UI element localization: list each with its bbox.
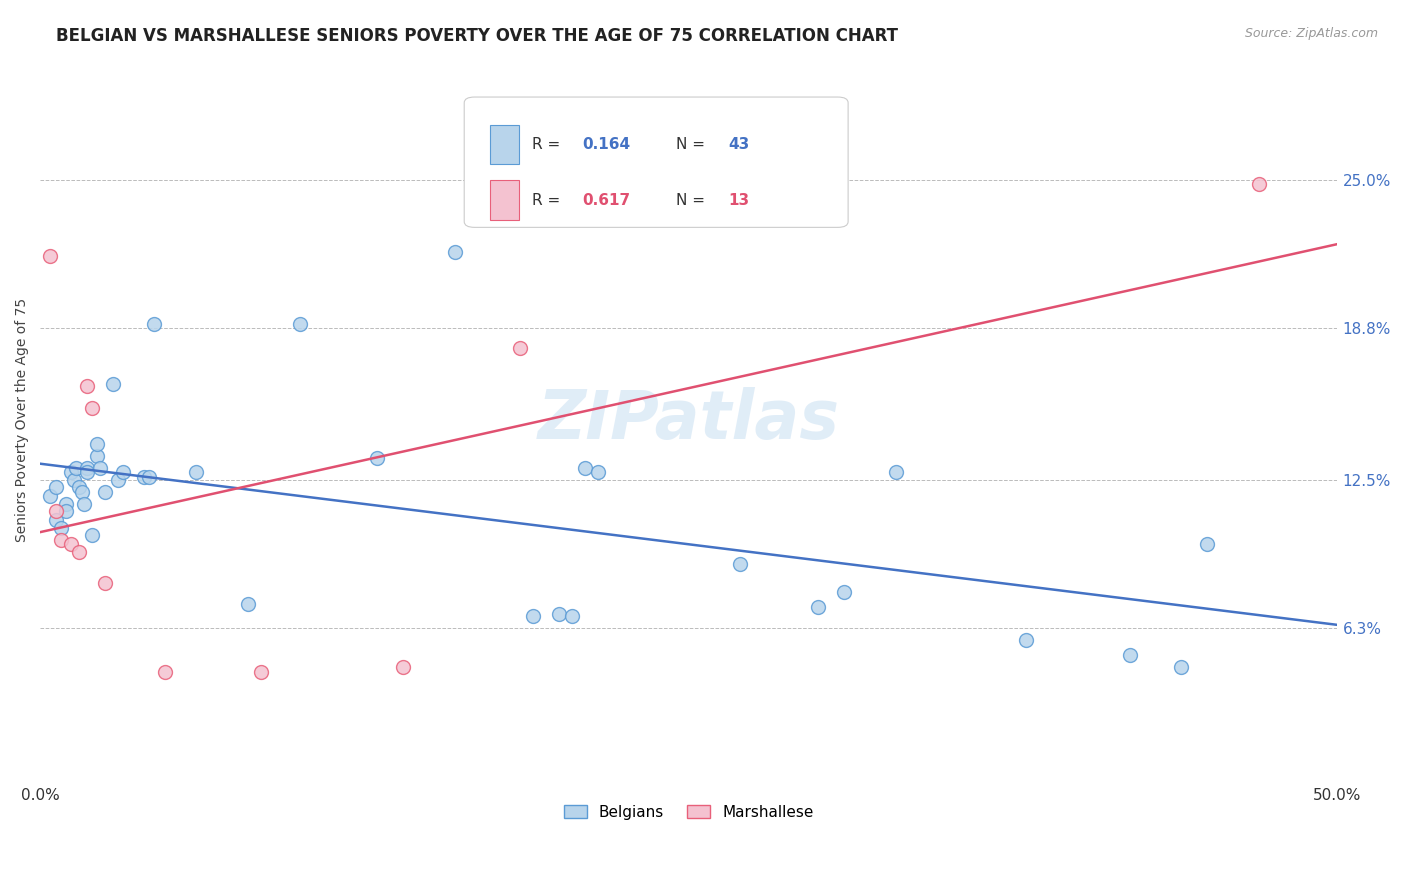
- Point: [392, 660, 415, 674]
- Point: [45, 513, 67, 527]
- Point: [60, 466, 83, 480]
- Point: [586, 466, 609, 480]
- Point: [45, 480, 67, 494]
- Point: [55, 504, 77, 518]
- Point: [574, 460, 596, 475]
- Point: [86, 436, 108, 450]
- Text: R =: R =: [531, 193, 565, 208]
- Point: [548, 607, 571, 621]
- Point: [73, 497, 96, 511]
- Point: [730, 557, 752, 571]
- Point: [1118, 648, 1140, 662]
- Text: 0.617: 0.617: [582, 193, 630, 208]
- Text: BELGIAN VS MARSHALLESE SENIORS POVERTY OVER THE AGE OF 75 CORRELATION CHART: BELGIAN VS MARSHALLESE SENIORS POVERTY O…: [56, 27, 898, 45]
- FancyBboxPatch shape: [491, 180, 519, 220]
- Point: [45, 504, 67, 518]
- Point: [1015, 633, 1038, 648]
- Point: [63, 473, 86, 487]
- FancyBboxPatch shape: [464, 97, 848, 227]
- Y-axis label: Seniors Poverty Over the Age of 75: Seniors Poverty Over the Age of 75: [15, 298, 30, 541]
- Text: N =: N =: [676, 136, 710, 152]
- Point: [288, 317, 311, 331]
- Point: [1249, 178, 1271, 192]
- Point: [107, 473, 129, 487]
- Point: [832, 585, 855, 599]
- Point: [522, 609, 544, 624]
- Point: [112, 466, 135, 480]
- Point: [60, 537, 83, 551]
- Point: [80, 528, 103, 542]
- Point: [89, 460, 111, 475]
- Legend: Belgians, Marshallese: Belgians, Marshallese: [558, 798, 820, 826]
- Text: 13: 13: [728, 193, 749, 208]
- Point: [94, 484, 117, 499]
- Point: [39, 490, 62, 504]
- Point: [444, 244, 467, 259]
- Text: ZIPatlas: ZIPatlas: [537, 386, 839, 452]
- Point: [143, 317, 166, 331]
- Point: [807, 599, 830, 614]
- FancyBboxPatch shape: [491, 125, 519, 164]
- Point: [65, 460, 87, 475]
- Point: [76, 466, 98, 480]
- Point: [70, 484, 93, 499]
- Text: N =: N =: [676, 193, 710, 208]
- Point: [153, 665, 176, 679]
- Point: [509, 341, 531, 355]
- Point: [39, 249, 62, 263]
- Point: [80, 401, 103, 415]
- Text: Source: ZipAtlas.com: Source: ZipAtlas.com: [1244, 27, 1378, 40]
- Point: [86, 449, 108, 463]
- Point: [249, 665, 271, 679]
- Point: [138, 470, 160, 484]
- Point: [236, 598, 259, 612]
- Point: [561, 609, 583, 624]
- Point: [884, 466, 907, 480]
- Point: [55, 497, 77, 511]
- Point: [49, 533, 72, 547]
- Point: [101, 376, 124, 391]
- Point: [49, 520, 72, 534]
- Point: [94, 575, 117, 590]
- Text: R =: R =: [531, 136, 565, 152]
- Point: [67, 480, 90, 494]
- Point: [366, 450, 388, 465]
- Text: 0.164: 0.164: [582, 136, 630, 152]
- Point: [67, 544, 90, 558]
- Point: [184, 466, 207, 480]
- Point: [1170, 660, 1192, 674]
- Point: [76, 460, 98, 475]
- Point: [132, 470, 155, 484]
- Point: [1197, 537, 1219, 551]
- Text: 43: 43: [728, 136, 749, 152]
- Point: [76, 379, 98, 393]
